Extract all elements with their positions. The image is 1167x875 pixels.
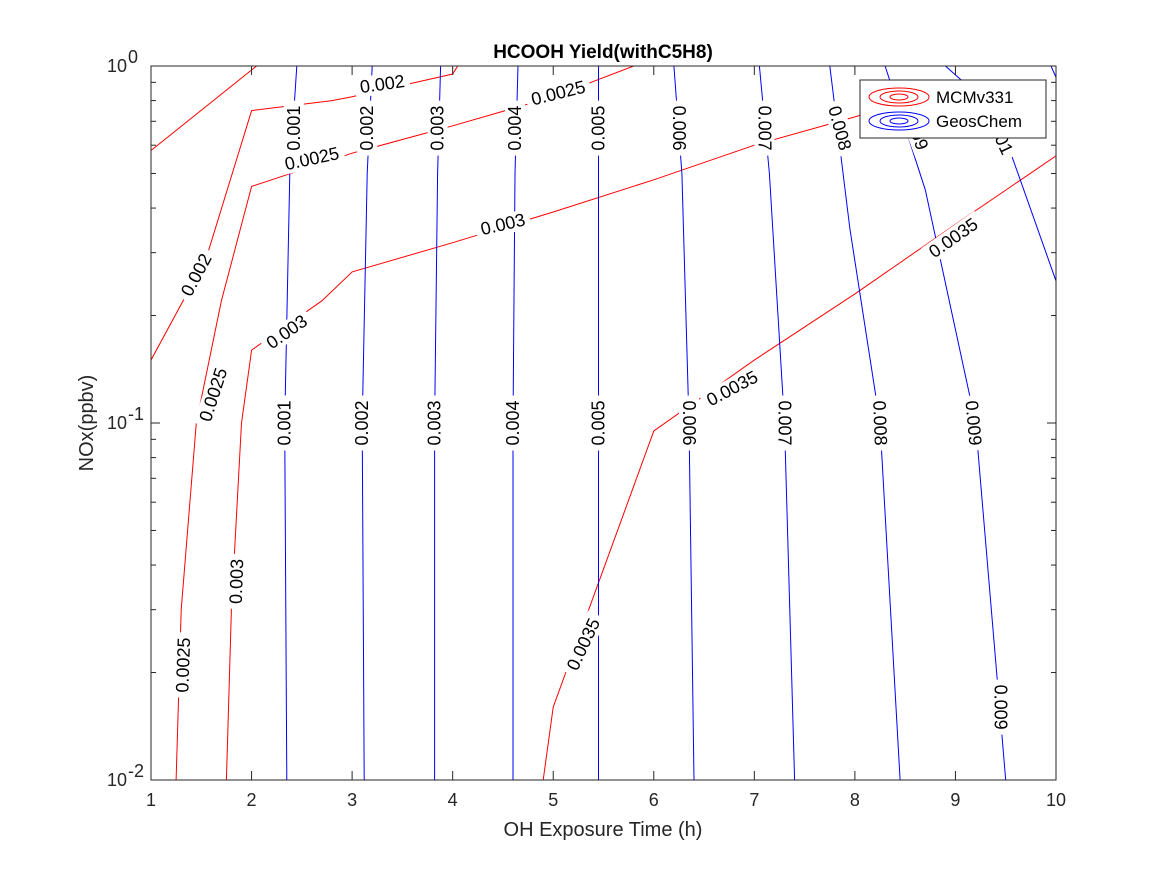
contour-label: 0.004 <box>503 400 523 445</box>
contour-label-group: 0.009 <box>961 394 986 452</box>
contour-label-group: 0.001 <box>283 100 304 156</box>
contour-label-backing <box>277 142 346 176</box>
contour-label: 0.008 <box>869 400 891 446</box>
contour-label: 0.004 <box>505 106 525 151</box>
x-tick-label: 7 <box>749 790 759 810</box>
contour-label-backing <box>352 395 373 451</box>
contour-label-group: 0.003 <box>427 100 448 156</box>
contour-label: 0.006 <box>679 400 699 445</box>
contour-label-group: 0.002 <box>357 100 378 156</box>
x-tick-label: 2 <box>247 790 257 810</box>
contour-label: 0.005 <box>589 106 609 151</box>
contour-label-group: 0.003 <box>225 553 248 610</box>
contour-label-group: 0.005 <box>588 100 609 156</box>
legend-label-mcm: MCMv331 <box>936 88 1013 107</box>
contour-label: 0.009 <box>962 400 986 447</box>
contour-label-backing <box>588 395 609 451</box>
contour-label-group: 0.0025 <box>172 632 195 698</box>
x-tick-label: 6 <box>649 790 659 810</box>
legend-mcm-icon <box>868 87 930 107</box>
x-axis-title: OH Exposure Time (h) <box>504 819 703 841</box>
contour-label-group: 0.007 <box>754 100 775 156</box>
legend-label-geoschem: GeosChem <box>936 112 1022 131</box>
y-tick-label-exponent: 0 <box>128 47 138 67</box>
contour-label-backing <box>754 100 775 156</box>
contour-label-backing <box>524 75 593 111</box>
x-tick-label: 5 <box>548 790 558 810</box>
contour-label: 0.003 <box>226 559 248 605</box>
contour-label-backing <box>258 307 316 356</box>
y-tick-label: 10 <box>107 56 127 76</box>
contour-label: 0.007 <box>775 400 795 445</box>
x-tick-label: 1 <box>146 790 156 810</box>
contour-label: 0.002 <box>357 106 377 151</box>
contour-label: 0.001 <box>275 400 295 445</box>
mcm-contour-0_002 <box>151 66 257 151</box>
contour-label-backing <box>823 98 857 158</box>
y-tick-label-exponent: -1 <box>128 404 144 424</box>
contour-label-backing <box>424 395 445 451</box>
contour-label: 0.005 <box>589 400 609 445</box>
x-tick-label: 3 <box>347 790 357 810</box>
contour-label: 0.0025 <box>172 637 194 693</box>
contour-label-backing <box>473 208 532 241</box>
y-tick-label: 10 <box>107 413 127 433</box>
contour-label-group: 0.004 <box>503 395 523 451</box>
legend: MCMv331 GeosChem <box>859 79 1047 139</box>
contour-label-backing <box>774 395 795 451</box>
contour-label-backing <box>174 245 219 304</box>
contour-label-group: 0.008 <box>869 395 891 451</box>
chart-title: HCOOH Yield(withC5H8) <box>493 42 713 63</box>
x-tick-label: 10 <box>1046 790 1066 810</box>
x-tick-label: 8 <box>850 790 860 810</box>
contour-label-backing <box>505 100 525 156</box>
contour-label-backing <box>274 395 295 451</box>
y-axis-title: NOx(ppbv) <box>76 375 98 472</box>
contour-label: 0.003 <box>428 106 448 151</box>
contour-label-group: 0.009 <box>990 679 1011 735</box>
contour-label-backing <box>357 100 378 156</box>
contour-label-backing <box>668 100 689 156</box>
contour-label-backing <box>353 70 411 98</box>
contour-label-backing <box>698 364 766 413</box>
contour-label-backing <box>225 553 248 610</box>
x-tick-label: 4 <box>448 790 458 810</box>
contour-label-backing <box>427 100 448 156</box>
x-tick-labels: 1 2 3 4 5 6 7 8 9 10 <box>146 790 1066 810</box>
contour-label-group: 0.006 <box>679 395 699 451</box>
contour-label-backing <box>990 679 1011 735</box>
contour-label-backing <box>920 211 986 265</box>
contour-label-group: 0.002 <box>352 395 373 451</box>
legend-box <box>859 79 1047 139</box>
contour-label-group: 0.004 <box>505 100 525 156</box>
contour-label: 0.009 <box>991 685 1011 730</box>
contour-label-group: 0.003 <box>424 395 445 451</box>
contour-label-backing <box>679 395 699 451</box>
contour-label-backing <box>172 632 195 698</box>
contour-label: 0.003 <box>425 400 445 445</box>
contour-label-backing <box>503 395 523 451</box>
axis-ticks <box>150 65 1057 781</box>
contour-label-backing <box>283 100 304 156</box>
contour-label-group: 0.001 <box>274 395 295 451</box>
contour-label-backing <box>961 394 986 452</box>
contour-label: 0.002 <box>352 400 372 445</box>
contour-label: 0.006 <box>669 106 689 151</box>
contour-label-group: 0.007 <box>774 395 795 451</box>
contour-label-backing <box>588 100 609 156</box>
contour-label-backing <box>560 610 607 679</box>
contour-label-group: 0.006 <box>668 100 689 156</box>
contour-label: 0.001 <box>284 106 304 151</box>
x-tick-label: 9 <box>950 790 960 810</box>
contour-label-group: 0.005 <box>588 395 609 451</box>
contour-label: 0.007 <box>754 106 774 151</box>
y-tick-label-exponent: -2 <box>128 761 144 781</box>
contour-label-backing <box>869 395 891 451</box>
contour-label-backing <box>193 360 233 429</box>
y-tick-label: 10 <box>107 770 127 790</box>
geoschem-contour-0_011 <box>1050 66 1056 78</box>
legend-geoschem-icon <box>868 111 930 131</box>
